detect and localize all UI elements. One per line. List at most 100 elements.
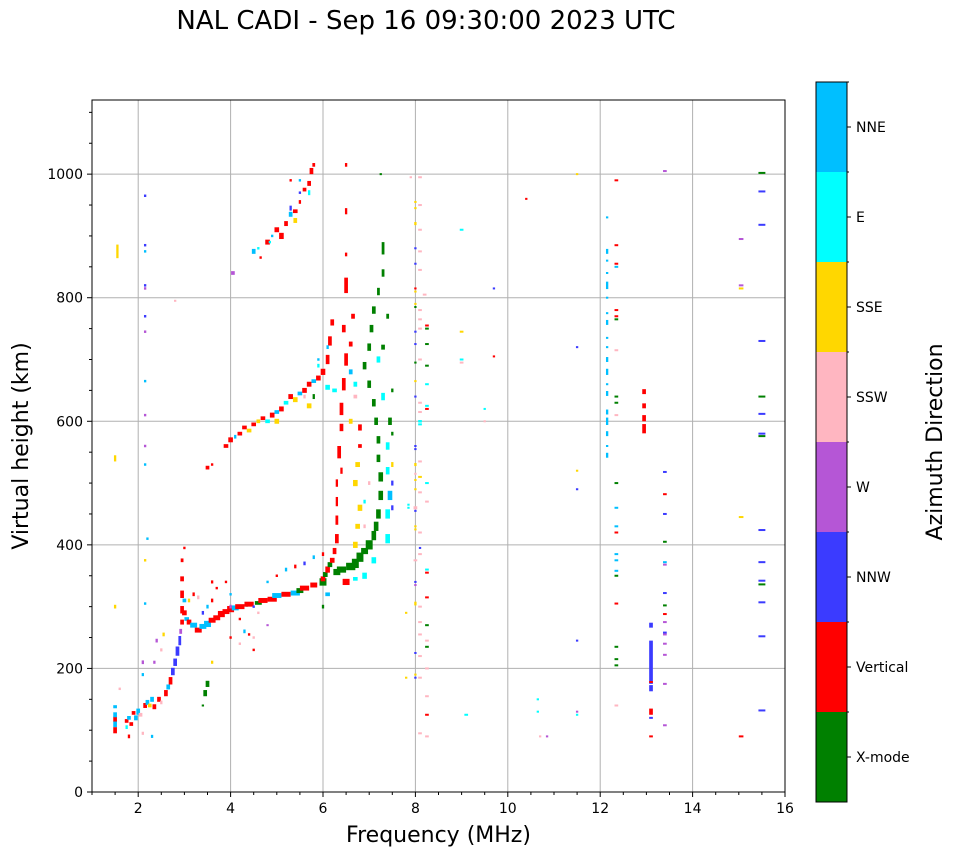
echo-point <box>525 197 528 200</box>
echo-point <box>356 552 364 562</box>
x-tick-label: 14 <box>684 801 702 817</box>
echo-point <box>413 506 418 510</box>
echo-point <box>376 436 381 444</box>
echo-point <box>373 521 379 531</box>
echo-point <box>663 470 667 473</box>
echo-point <box>425 735 429 738</box>
echo-point <box>418 475 422 478</box>
echo-point <box>425 404 429 407</box>
echo-point <box>330 319 335 326</box>
echo-point <box>409 176 412 179</box>
echo-point <box>407 503 410 506</box>
echo-point <box>186 619 192 625</box>
echo-point <box>309 167 314 175</box>
echo-point <box>222 609 230 615</box>
y-tick-label: 800 <box>56 291 83 307</box>
echo-point <box>267 596 277 602</box>
colorbar: X-mode Vertical NNW W SSW SSE E NNE <box>815 81 910 803</box>
echo-point <box>341 378 346 391</box>
echo-point <box>414 395 417 398</box>
echo-point <box>413 559 418 562</box>
echo-point <box>663 561 667 564</box>
echo-point <box>663 170 667 173</box>
echo-point <box>391 505 394 511</box>
echo-point <box>335 534 339 544</box>
echo-point <box>271 234 274 238</box>
colorbar-frame <box>815 81 848 803</box>
echo-point <box>332 547 337 555</box>
echo-point <box>147 703 152 708</box>
echo-point <box>605 296 609 299</box>
echo-point <box>143 463 147 466</box>
echo-point <box>302 187 307 192</box>
echo-point <box>663 592 667 595</box>
echo-point <box>303 561 306 566</box>
echo-point <box>414 287 417 290</box>
y-tick-label: 400 <box>56 538 83 554</box>
echo-point <box>143 315 147 318</box>
echo-point <box>160 648 163 652</box>
echo-point <box>284 221 288 227</box>
echo-point <box>418 401 422 404</box>
echo-point <box>206 604 209 609</box>
echo-point <box>414 462 417 467</box>
echo-point <box>180 619 184 625</box>
echo-point <box>418 268 422 271</box>
colorbar-label: Azimuth Direction <box>923 343 948 540</box>
x-tick-label: 12 <box>591 801 609 817</box>
echo-point <box>414 361 417 364</box>
echo-point <box>575 713 579 716</box>
colorbar-tick-label: Vertical <box>856 660 908 676</box>
colorbar-segment-nnw <box>816 532 847 622</box>
echo-point <box>605 431 609 437</box>
echo-point <box>663 563 667 566</box>
echo-point <box>379 173 382 176</box>
echo-point <box>385 467 390 475</box>
colorbar-segment-vertical <box>816 622 847 712</box>
echo-point <box>336 566 347 573</box>
echo-point <box>758 339 766 342</box>
echo-point <box>234 434 237 439</box>
echo-point <box>307 190 311 196</box>
echo-point <box>134 715 138 721</box>
echo-point <box>310 582 318 588</box>
echo-point <box>293 218 298 223</box>
echo-point <box>575 469 579 472</box>
colorbar-segment-sse <box>816 262 847 352</box>
echo-point <box>758 529 766 532</box>
x-tick-label: 16 <box>776 801 794 817</box>
echo-point <box>353 576 358 581</box>
echo-point <box>259 256 262 259</box>
echo-point <box>242 425 247 430</box>
echo-point <box>143 330 147 333</box>
echo-point <box>180 590 184 598</box>
echo-point <box>201 704 205 707</box>
echo-point <box>129 722 134 726</box>
echo-point <box>365 540 373 550</box>
echo-point <box>299 585 310 591</box>
echo-point <box>317 363 320 368</box>
echo-point <box>205 465 210 470</box>
echo-point <box>758 601 766 604</box>
echo-point <box>269 412 275 418</box>
echo-point <box>141 731 144 735</box>
echo-point <box>180 558 184 563</box>
echo-point <box>605 409 609 415</box>
x-tick-label: 10 <box>499 801 517 817</box>
echo-point <box>344 208 348 215</box>
echo-point <box>339 402 344 416</box>
chart-title: NAL CADI - Sep 16 09:30:00 2023 UTC <box>176 6 676 36</box>
echo-point <box>143 379 147 383</box>
echo-point <box>215 586 218 590</box>
echo-point <box>385 509 390 519</box>
y-axis-ticks: 0 200 400 600 800 1000 <box>47 111 92 801</box>
echo-point <box>649 685 653 692</box>
echo-point <box>371 557 377 564</box>
echo-point <box>642 403 646 409</box>
echo-point <box>184 617 190 621</box>
echo-point <box>358 444 362 448</box>
echo-point <box>311 379 317 383</box>
echo-point <box>418 250 422 253</box>
echo-point <box>335 496 339 507</box>
echo-point <box>171 667 175 676</box>
